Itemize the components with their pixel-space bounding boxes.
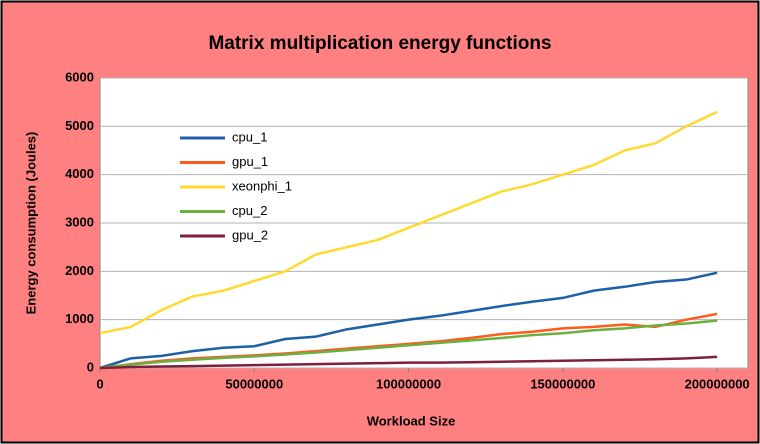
y-tick-label: 1000 — [65, 311, 94, 326]
y-tick-label: 0 — [87, 359, 94, 374]
y-tick-label: 2000 — [65, 263, 94, 278]
legend-label: xeonphi_1 — [232, 178, 292, 193]
series-line — [99, 312, 718, 370]
series-line — [99, 319, 718, 370]
series-line — [99, 110, 718, 335]
x-tick-label: 200000000 — [685, 376, 750, 391]
x-tick-label: 100000000 — [376, 376, 441, 391]
y-tick-label: 5000 — [65, 118, 94, 133]
x-tick-label: 0 — [96, 376, 103, 391]
y-tick-label: 4000 — [65, 166, 94, 181]
series-line — [99, 355, 718, 370]
y-tick-label: 6000 — [65, 69, 94, 84]
legend-label: cpu_1 — [232, 129, 267, 144]
chart-title: Matrix multiplication energy functions — [208, 33, 551, 54]
legend-label: gpu_1 — [232, 154, 268, 169]
x-axis-label: Workload Size — [367, 413, 456, 428]
y-tick-label: 3000 — [65, 214, 94, 229]
x-tick-label: 50000000 — [225, 376, 283, 391]
legend-label: gpu_2 — [232, 227, 268, 242]
y-axis-label: Energy consumption (Joules) — [23, 132, 38, 315]
x-tick-label: 150000000 — [530, 376, 595, 391]
series-line — [99, 271, 718, 370]
legend-label: cpu_2 — [232, 203, 267, 218]
